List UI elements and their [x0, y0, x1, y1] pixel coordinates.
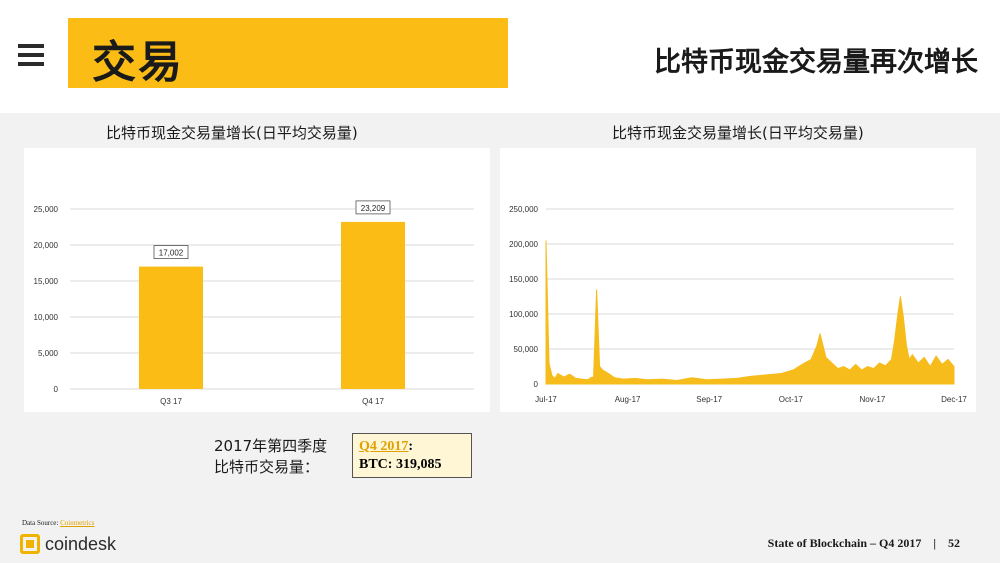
page-title: 交易: [92, 37, 184, 88]
btc-volume-value: BTC: 319,085: [359, 457, 442, 472]
bar-ytick-label: 10,000: [34, 313, 59, 322]
area-chart-panel: 0 50,000 100,000 150,000 200,000 250,000 Jul-1…: [500, 148, 976, 412]
bar-q4-17: [341, 221, 405, 389]
bar-chart: 0 5,000 10,000 15,000 20,000 25,000 17,002 Q3 1…: [34, 200, 474, 406]
area-chart: 0 50,000 100,000 150,000 200,000 250,000 Jul-1…: [509, 205, 967, 404]
area-xtick-label: Jul-17: [535, 395, 557, 404]
page-subtitle: 比特币现金交易量再次增长: [654, 47, 978, 78]
data-source-prefix: Data Source:: [22, 519, 61, 527]
menu-icon[interactable]: [18, 44, 44, 66]
title-banner: [68, 18, 508, 88]
area-xtick-label: Dec-17: [941, 395, 967, 404]
area-xtick-label: Nov-17: [860, 395, 886, 404]
area-xtick-label: Aug-17: [615, 395, 641, 404]
area-ytick-label: 100,000: [509, 310, 538, 319]
area-ytick-label: 200,000: [509, 240, 538, 249]
bar-chart-title: 比特币现金交易量增长(日平均交易量): [106, 124, 358, 142]
footer-text: State of Blockchain – Q4 2017: [767, 536, 922, 550]
area-xtick-label: Sep-17: [696, 395, 722, 404]
bar-xtick-label: Q3 17: [160, 397, 182, 406]
coindesk-logo: coindesk: [20, 533, 116, 555]
area-xtick-label: Oct-17: [779, 395, 804, 404]
coindesk-logo-text: coindesk: [45, 533, 117, 554]
coindesk-logo-icon: [20, 534, 40, 554]
bar-data-label-box: [355, 200, 391, 215]
area-chart-title: 比特币现金交易量增长(日平均交易量): [612, 124, 864, 142]
area-ytick-label: 150,000: [509, 275, 538, 284]
area-ytick-label: 250,000: [509, 205, 538, 214]
data-source: Data Source: Coinmetrics: [22, 519, 94, 527]
footer-separator: |: [933, 536, 936, 550]
area-series: [545, 240, 955, 385]
bar-data-label-box: [153, 245, 189, 259]
bar-chart-panel: 0 5,000 10,000 15,000 20,000 25,000 17,002 Q3 1…: [24, 148, 490, 412]
q4-volume-label: 2017年第四季度 比特币交易量：: [214, 436, 327, 478]
area-ytick-label: 0: [534, 380, 539, 389]
area-ytick-label: 50,000: [514, 345, 539, 354]
q4-volume-label-line1: 2017年第四季度: [214, 437, 328, 455]
bar-q3-17: [139, 266, 203, 389]
q4-volume-label-line2: 比特币交易量：: [214, 458, 320, 476]
q4-link[interactable]: Q4 2017: [359, 439, 409, 454]
bar-ytick-label: 5,000: [38, 349, 59, 358]
bar-ytick-label: 0: [54, 385, 59, 394]
bar-ytick-label: 25,000: [34, 205, 59, 214]
bar-ytick-label: 20,000: [34, 241, 59, 250]
header: 交易 比特币现金交易量再次增长: [0, 0, 1000, 113]
bar-data-label: 23,209: [361, 204, 386, 213]
footer: State of Blockchain – Q4 2017 | 52: [768, 536, 960, 551]
data-source-link[interactable]: Coinmetrics: [60, 519, 95, 527]
bar-ytick-label: 15,000: [34, 277, 59, 286]
bar-data-label: 17,002: [159, 249, 184, 258]
q4-volume-box: Q4 2017: BTC: 319,085: [352, 433, 472, 478]
bar-xtick-label: Q4 17: [362, 397, 384, 406]
q4-colon: :: [408, 439, 414, 454]
page-number: 52: [948, 536, 960, 550]
